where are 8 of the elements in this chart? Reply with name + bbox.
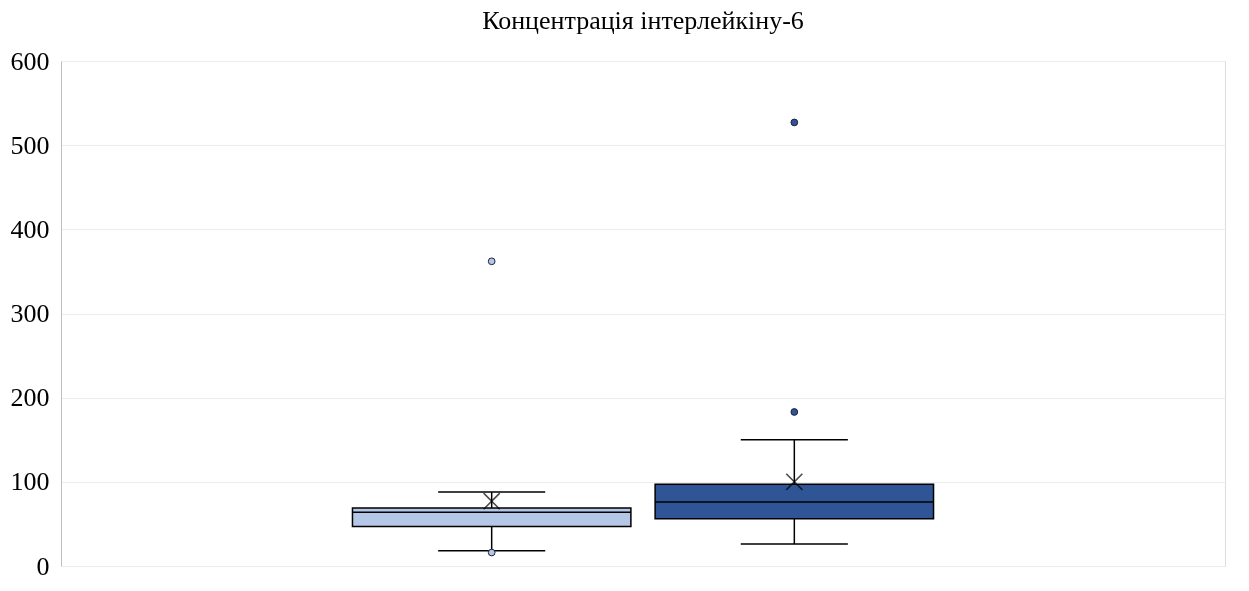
y-tick-label: 600 (10, 46, 50, 76)
chart-title: Концентрація інтерлейкіну-6 (482, 6, 804, 35)
y-tick-label: 300 (10, 299, 50, 328)
y-tick-label: 0 (36, 551, 50, 581)
y-tick-label: 100 (10, 467, 50, 497)
y-tick-label: 400 (10, 214, 50, 244)
y-tick-label: 200 (10, 383, 50, 413)
y-tick-label: 500 (10, 130, 50, 160)
